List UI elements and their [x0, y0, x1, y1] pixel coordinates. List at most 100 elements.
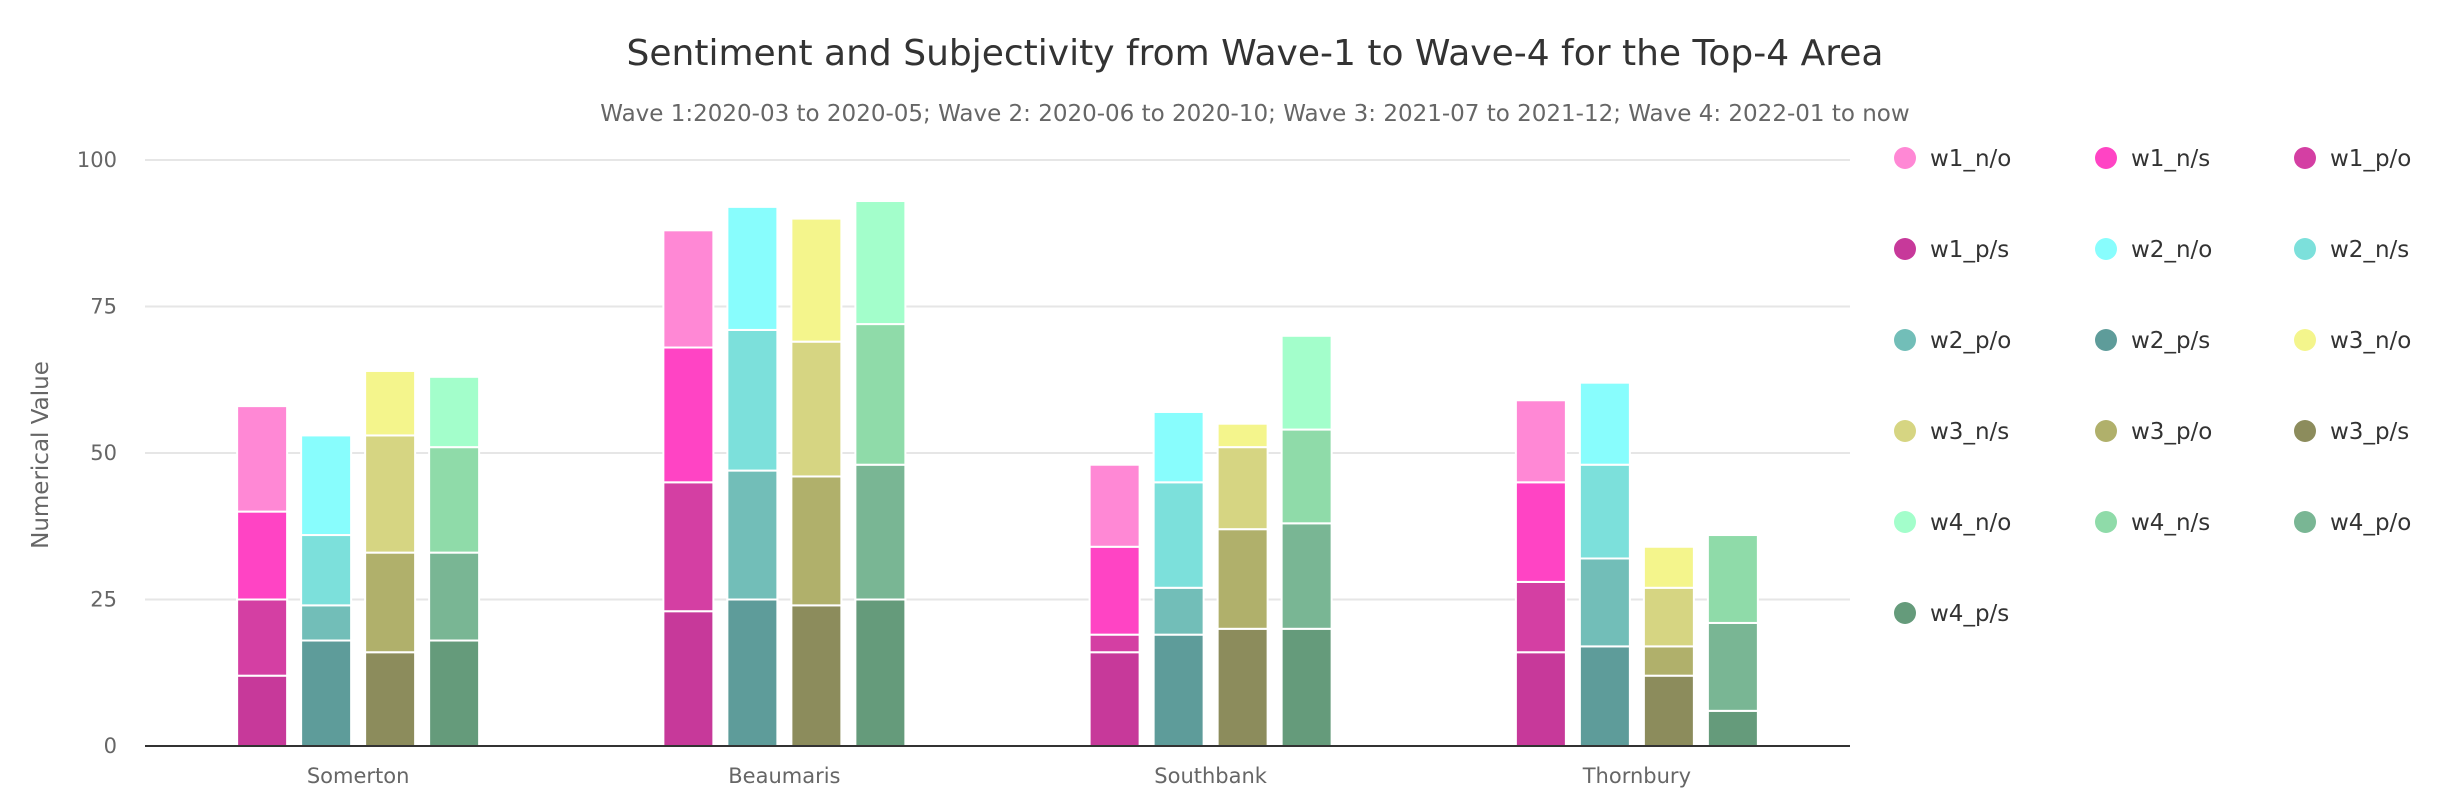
bar-segment-w2_p-o[interactable]	[726, 469, 779, 601]
bar-segment-w4_n-s[interactable]	[1706, 534, 1759, 624]
legend-marker	[1894, 420, 1916, 442]
legend-item-w2_p-s[interactable]: w2_p/s	[2095, 328, 2210, 354]
bar-segment-w3_n-o[interactable]	[364, 369, 417, 437]
bar-segment-w1_n-o[interactable]	[662, 229, 715, 349]
bar-segment-w4_p-o[interactable]	[428, 551, 481, 642]
bar-segment-w4_n-s[interactable]	[854, 323, 907, 466]
bar-segment-w4_p-s[interactable]	[1706, 709, 1759, 748]
legend-marker	[2294, 329, 2316, 351]
bar-segment-w3_p-o[interactable]	[1642, 645, 1695, 677]
legend-item-w1_p-o[interactable]: w1_p/o	[2294, 146, 2411, 172]
bar-segment-w2_n-s[interactable]	[1578, 463, 1631, 560]
bar-segment-w1_n-s[interactable]	[662, 346, 715, 484]
bar-segment-w2_n-o[interactable]	[726, 205, 779, 331]
bar-segment-w3_p-s[interactable]	[1642, 674, 1695, 747]
bar-segment-w3_p-s[interactable]	[1216, 627, 1269, 747]
bar-segment-w2_n-s[interactable]	[1152, 481, 1205, 589]
legend-item-w2_n-s[interactable]: w2_n/s	[2294, 237, 2409, 263]
bar-segment-w2_p-o[interactable]	[1578, 557, 1631, 648]
bar-segment-w3_n-s[interactable]	[364, 434, 417, 554]
bar-segment-w3_n-s[interactable]	[1216, 446, 1269, 531]
bar-segment-w3_p-o[interactable]	[790, 475, 843, 607]
bar-segment-w1_p-o[interactable]	[662, 481, 715, 613]
bar-segment-w1_p-o[interactable]	[1088, 633, 1141, 654]
bar-segment-w4_n-o[interactable]	[1280, 334, 1333, 431]
y-tick-label: 50	[90, 441, 117, 465]
bar-segment-w2_p-s[interactable]	[300, 639, 353, 748]
legend-item-w2_p-o[interactable]: w2_p/o	[1894, 328, 2011, 354]
bar-segment-w4_n-o[interactable]	[428, 375, 481, 449]
bar-segment-w3_n-o[interactable]	[1642, 545, 1695, 589]
bar-segment-w1_p-o[interactable]	[1514, 580, 1567, 654]
bar-segment-w1_p-s[interactable]	[1088, 651, 1141, 747]
y-tick-label: 75	[90, 295, 117, 319]
bar-segment-w1_p-s[interactable]	[236, 674, 289, 747]
bar-segment-w4_n-o[interactable]	[854, 200, 907, 326]
bar-segment-w3_n-s[interactable]	[1642, 586, 1695, 648]
bar-segment-w1_n-o[interactable]	[236, 405, 289, 513]
legend-marker	[2294, 511, 2316, 533]
legend-item-w1_n-o[interactable]: w1_n/o	[1894, 146, 2011, 172]
bar-segment-w2_p-s[interactable]	[1152, 633, 1205, 747]
legend-item-w3_n-o[interactable]: w3_n/o	[2294, 328, 2411, 354]
legend-item-w3_p-s[interactable]: w3_p/s	[2294, 419, 2409, 445]
bar-segment-w1_n-s[interactable]	[236, 510, 289, 601]
bar-segment-w3_p-s[interactable]	[364, 651, 417, 747]
bar-segment-w4_n-s[interactable]	[428, 446, 481, 554]
bar-segment-w2_p-s[interactable]	[726, 598, 779, 747]
legend-label: w2_n/o	[2131, 237, 2212, 263]
legend-item-w4_p-s[interactable]: w4_p/s	[1894, 601, 2009, 627]
legend-item-w3_n-s[interactable]: w3_n/s	[1894, 419, 2009, 445]
bar-segment-w3_p-s[interactable]	[790, 604, 843, 747]
bar-segment-w1_p-o[interactable]	[236, 598, 289, 677]
legend-marker	[1894, 147, 1916, 169]
bar-segment-w2_p-o[interactable]	[1152, 586, 1205, 636]
legend-item-w4_n-o[interactable]: w4_n/o	[1894, 510, 2011, 536]
bar-segment-w3_n-s[interactable]	[790, 340, 843, 478]
bar-segment-w1_p-s[interactable]	[662, 610, 715, 747]
bar-segment-w2_n-o[interactable]	[1578, 381, 1631, 466]
gridlines: 0 25 50 75 100	[77, 148, 1850, 758]
bar-segment-w1_n-o[interactable]	[1088, 463, 1141, 548]
bar-segment-w2_n-o[interactable]	[1152, 410, 1205, 484]
legend-item-w2_n-o[interactable]: w2_n/o	[2095, 237, 2212, 263]
bar-segment-w4_p-o[interactable]	[854, 463, 907, 601]
chart-subtitle: Wave 1:2020-03 to 2020-05; Wave 2: 2020-…	[600, 101, 1909, 127]
legend-item-w4_n-s[interactable]: w4_n/s	[2095, 510, 2210, 536]
bar-segment-w4_n-s[interactable]	[1280, 428, 1333, 525]
bar-segment-w2_n-s[interactable]	[726, 328, 779, 472]
bar-segment-w2_n-o[interactable]	[300, 434, 353, 537]
bar-segment-w2_p-s[interactable]	[1578, 645, 1631, 748]
bar-segment-w1_n-s[interactable]	[1514, 481, 1567, 583]
bar-segment-w4_p-o[interactable]	[1706, 621, 1759, 712]
legend-item-w4_p-o[interactable]: w4_p/o	[2294, 510, 2411, 536]
bar-segment-w1_n-s[interactable]	[1088, 545, 1141, 636]
legend-label: w4_n/s	[2131, 510, 2210, 536]
bars	[236, 200, 1759, 748]
bar-segment-w2_n-s[interactable]	[300, 534, 353, 607]
legend-marker	[2095, 238, 2117, 260]
legend[interactable]: w1_n/o w1_n/s w1_p/o w1_p/s w2_n/o w2_n/s w2_p…	[1894, 146, 2411, 627]
bar-segment-w1_p-s[interactable]	[1514, 651, 1567, 747]
legend-marker	[1894, 329, 1916, 351]
bar-segment-w2_p-o[interactable]	[300, 604, 353, 642]
bar-segment-w3_p-o[interactable]	[1216, 528, 1269, 630]
bar-segment-w3_p-o[interactable]	[364, 551, 417, 654]
x-tick-label: Beaumaris	[728, 764, 840, 788]
chart-title: Sentiment and Subjectivity from Wave-1 t…	[627, 33, 1884, 74]
legend-label: w3_n/s	[1930, 419, 2009, 445]
legend-item-w1_n-s[interactable]: w1_n/s	[2095, 146, 2210, 172]
y-tick-label: 0	[104, 734, 117, 758]
bar-segment-w4_p-o[interactable]	[1280, 522, 1333, 630]
y-tick-label: 100	[77, 148, 117, 172]
bar-segment-w1_n-o[interactable]	[1514, 399, 1567, 484]
legend-item-w3_p-o[interactable]: w3_p/o	[2095, 419, 2212, 445]
legend-label: w2_n/s	[2330, 237, 2409, 263]
bar-segment-w3_n-o[interactable]	[1216, 422, 1269, 449]
x-tick-label: Southbank	[1154, 764, 1268, 788]
bar-segment-w4_p-s[interactable]	[428, 639, 481, 748]
bar-segment-w3_n-o[interactable]	[790, 217, 843, 343]
bar-segment-w4_p-s[interactable]	[854, 598, 907, 747]
legend-item-w1_p-s[interactable]: w1_p/s	[1894, 237, 2009, 263]
bar-segment-w4_p-s[interactable]	[1280, 627, 1333, 747]
